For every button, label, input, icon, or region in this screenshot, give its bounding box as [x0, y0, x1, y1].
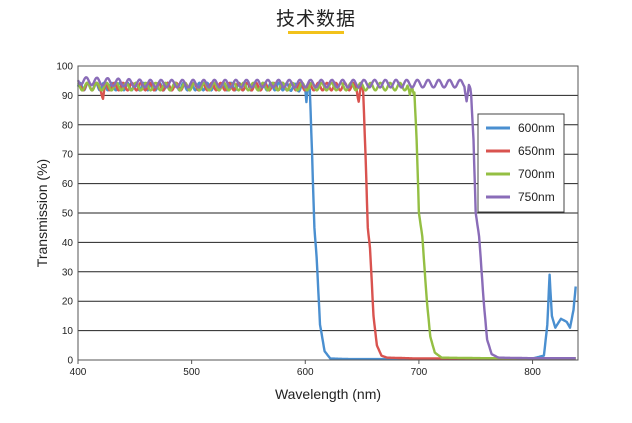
y-axis-title: Transmission (%)	[34, 159, 50, 267]
chart-grid	[78, 65, 578, 361]
x-tick-label: 400	[70, 367, 87, 378]
y-tick-label: 30	[62, 267, 74, 278]
y-tick-label: 100	[56, 62, 73, 73]
x-tick-label: 600	[297, 367, 314, 378]
x-tick-label: 700	[411, 367, 428, 378]
legend-label: 750nm	[518, 190, 555, 204]
legend-label: 700nm	[518, 167, 555, 181]
y-tick-label: 10	[62, 326, 74, 337]
legend-label: 600nm	[518, 121, 555, 135]
chart-series	[76, 76, 577, 361]
title-underline	[288, 31, 344, 34]
legend-label: 650nm	[518, 144, 555, 158]
plot-frame	[77, 65, 579, 361]
y-tick-label: 0	[67, 356, 73, 367]
y-tick-label: 80	[62, 120, 74, 131]
x-tick-label: 800	[524, 367, 541, 378]
series-line-700nm	[77, 81, 577, 360]
y-tick-label: 50	[62, 209, 74, 220]
x-axis-title: Wavelength (nm)	[275, 386, 381, 402]
y-tick-label: 90	[62, 91, 74, 102]
page-title: 技术数据	[275, 8, 356, 30]
y-tick-label: 40	[62, 238, 74, 249]
chart-ticks: 0 10 20 30 40 50 60 70 80 90 100 400 500 600 700 800	[56, 62, 541, 379]
y-tick-label: 60	[62, 179, 74, 190]
legend: 600nm 650nm 700nm 750nm	[477, 113, 565, 213]
series-line-750nm	[76, 76, 577, 360]
y-tick-label: 70	[62, 150, 74, 161]
y-tick-label: 20	[62, 297, 74, 308]
x-tick-label: 500	[183, 367, 200, 378]
